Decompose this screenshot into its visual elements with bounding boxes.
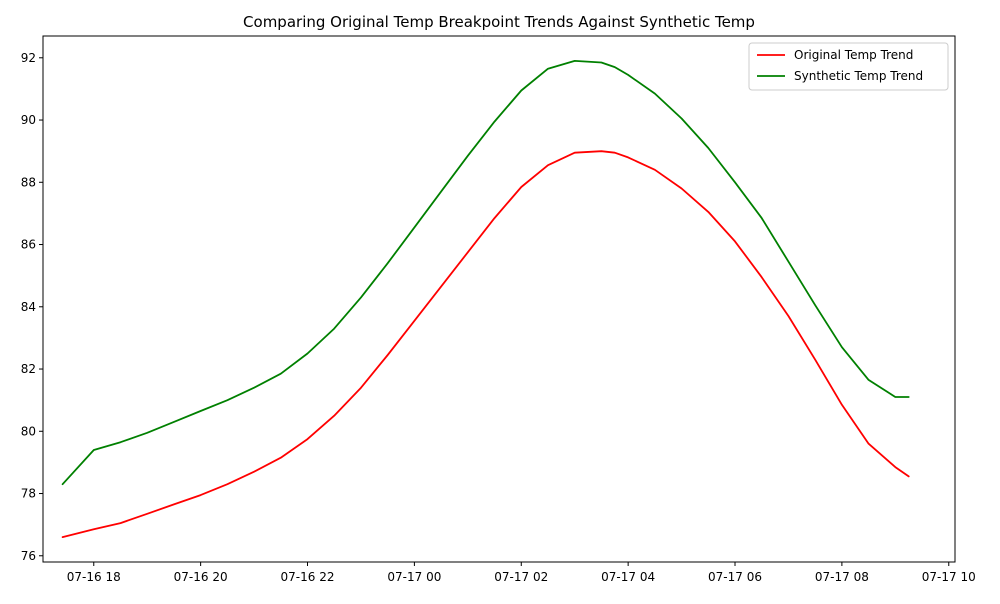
x-tick-label: 07-17 08 — [815, 570, 869, 584]
chart-title: Comparing Original Temp Breakpoint Trend… — [243, 13, 755, 31]
y-tick-label: 88 — [21, 175, 36, 189]
series-layer — [61, 60, 910, 538]
x-tick-label: 07-16 18 — [67, 570, 121, 584]
legend-label: Original Temp Trend — [794, 48, 913, 62]
y-tick-label: 90 — [21, 113, 36, 127]
x-axis: 07-16 18 07-16 20 07-16 22 07-17 00 07-17 02… — [67, 562, 976, 584]
plot-area — [42, 35, 956, 563]
series-line-original-temp-trend — [61, 150, 910, 538]
series-line-synthetic-temp-trend — [61, 60, 910, 486]
x-tick-label: 07-16 22 — [281, 570, 335, 584]
x-tick-label: 07-17 02 — [494, 570, 548, 584]
legend-label: Synthetic Temp Trend — [794, 69, 923, 83]
legend: Original Temp Trend Synthetic Temp Trend — [748, 42, 949, 91]
x-tick-label: 07-17 06 — [708, 570, 762, 584]
x-tick-label: 07-16 20 — [174, 570, 228, 584]
y-tick-label: 82 — [21, 362, 36, 376]
y-tick-label: 86 — [21, 238, 36, 252]
y-tick-label: 76 — [21, 549, 36, 563]
legend-box — [748, 42, 949, 91]
y-tick-label: 84 — [21, 300, 36, 314]
y-axis: 76 78 80 82 84 86 88 90 92 — [21, 51, 43, 563]
y-tick-label: 80 — [21, 424, 36, 438]
x-tick-label: 07-17 00 — [387, 570, 441, 584]
y-tick-label: 92 — [21, 51, 36, 65]
x-tick-label: 07-17 10 — [922, 570, 976, 584]
y-tick-label: 78 — [21, 487, 36, 501]
axes-frame — [42, 35, 956, 563]
x-tick-label: 07-17 04 — [601, 570, 655, 584]
